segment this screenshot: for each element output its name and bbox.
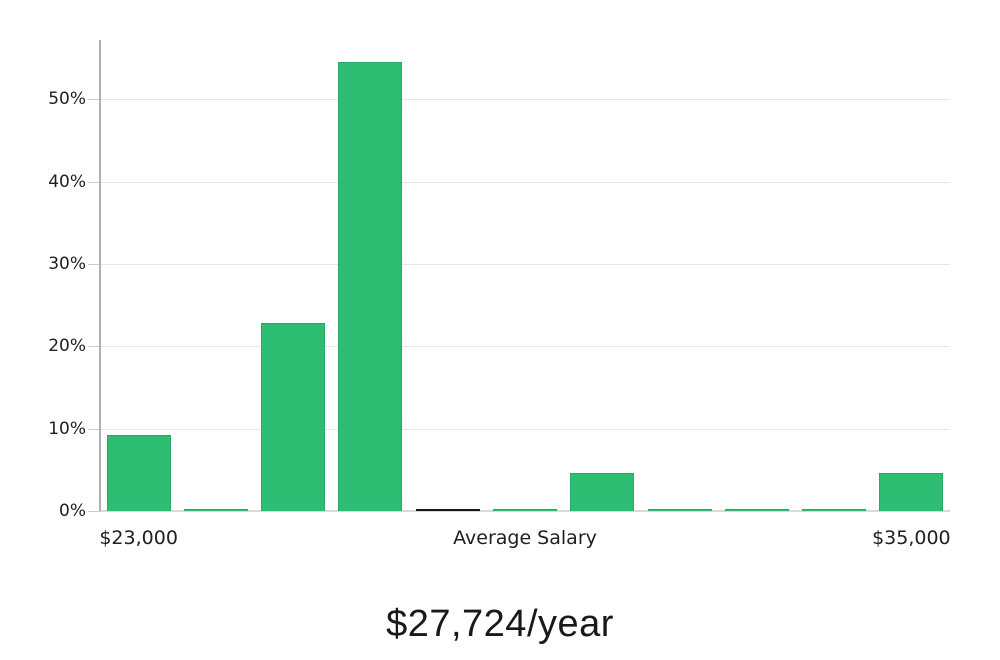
y-tick-label: 30% <box>48 253 86 274</box>
bar <box>802 509 867 511</box>
x-tick-label: $23,000 <box>99 527 178 549</box>
gridline <box>100 346 950 348</box>
y-axis-tick <box>88 263 100 265</box>
gridline <box>100 263 950 265</box>
bar <box>338 62 403 511</box>
y-axis-tick <box>88 181 100 183</box>
bar <box>570 473 635 511</box>
bar <box>879 473 944 511</box>
y-axis-tick <box>88 511 100 512</box>
y-axis-line <box>99 40 101 511</box>
y-tick-label: 40% <box>48 171 86 192</box>
y-tick-label: 0% <box>59 501 86 521</box>
bar <box>493 509 557 511</box>
gridline <box>100 181 950 183</box>
gridline <box>100 428 950 430</box>
bar <box>183 509 248 511</box>
y-axis-tick <box>88 99 100 101</box>
y-tick-label: 10% <box>48 418 86 439</box>
bar <box>106 435 171 511</box>
y-tick-label: 50% <box>48 89 86 110</box>
gridline <box>100 99 950 101</box>
bar <box>647 509 712 511</box>
average-salary-title: $27,724/year <box>386 603 614 645</box>
x-tick-label: $35,000 <box>872 527 951 549</box>
bar-highlight-average <box>415 509 480 511</box>
y-tick-label: 20% <box>48 336 86 357</box>
x-tick-label: Average Salary <box>453 527 597 549</box>
y-axis-tick <box>88 428 100 430</box>
y-axis-tick <box>88 346 100 348</box>
bar <box>261 323 326 511</box>
bar <box>724 509 789 511</box>
x-axis-baseline <box>100 510 950 512</box>
